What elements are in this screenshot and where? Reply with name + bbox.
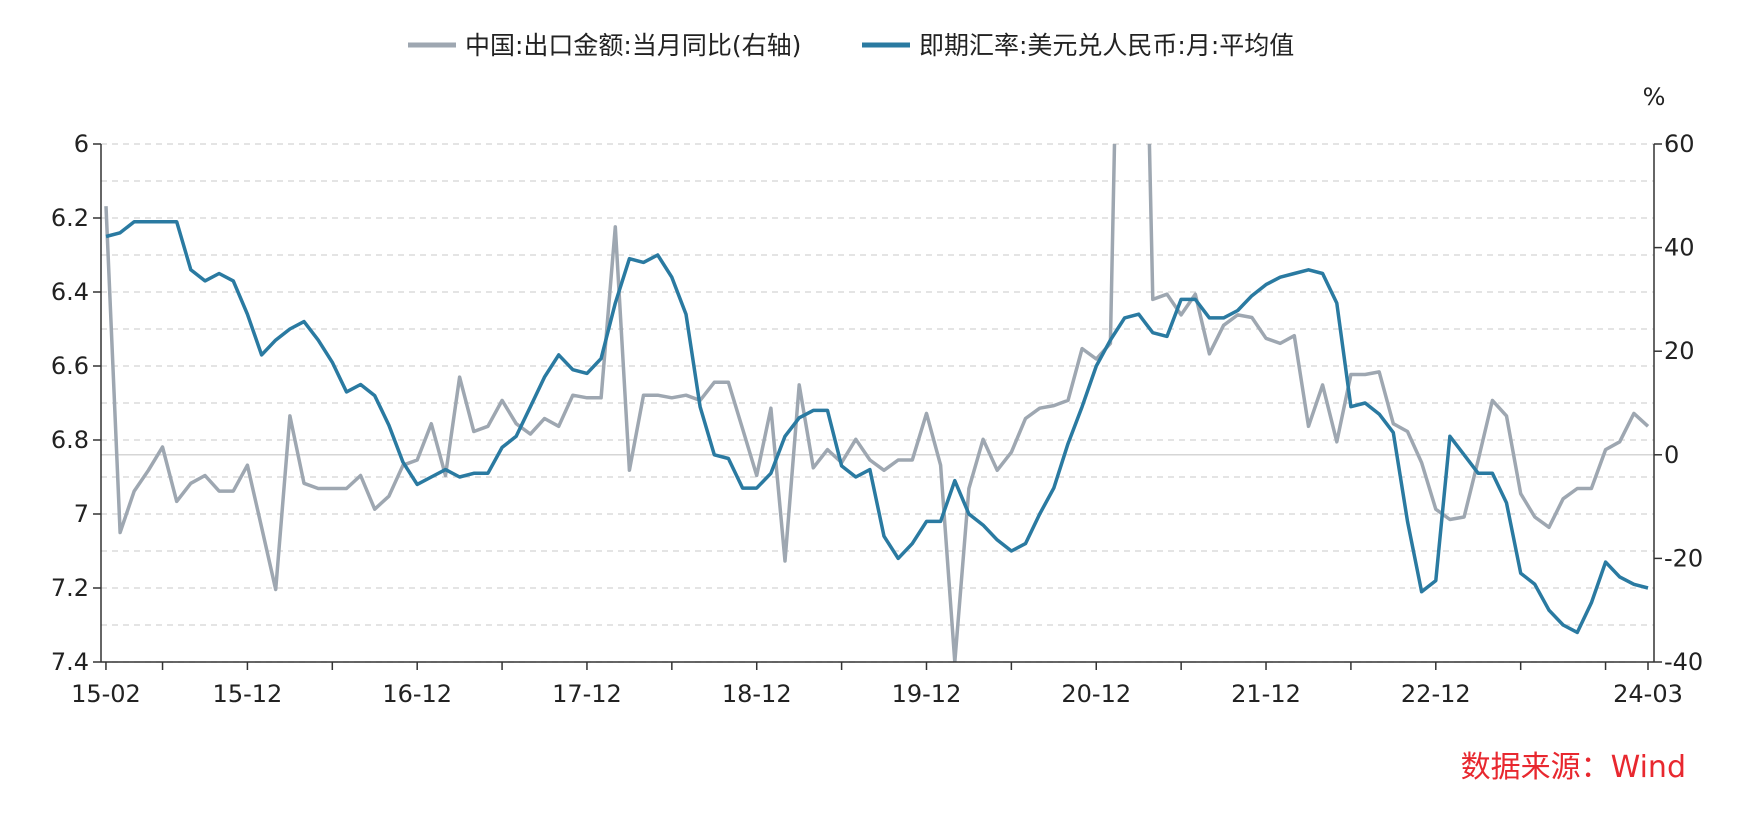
right-tick-label: 40: [1664, 234, 1695, 262]
legend: 中国:出口金额:当月同比(右轴) 即期汇率:美元兑人民币:月:平均值: [408, 31, 1294, 60]
right-axis-unit-label: %: [1643, 83, 1666, 111]
x-axis-ticks: 15-02 15-12 16-12 17-12 18-12 19-12 20-12 21-12…: [71, 662, 1683, 708]
x-tick-label: 16-12: [382, 680, 452, 708]
x-tick-label: 19-12: [892, 680, 962, 708]
legend-label-export: 中国:出口金额:当月同比(右轴): [465, 31, 801, 60]
left-tick-label: 6.2: [51, 204, 89, 232]
left-tick-label: 6.6: [51, 352, 89, 380]
x-tick-label: 20-12: [1061, 680, 1131, 708]
right-tick-label: 20: [1664, 337, 1695, 365]
right-tick-label: -40: [1664, 648, 1703, 676]
left-tick-label: 6.8: [51, 426, 89, 454]
source-label: 数据来源：Wind: [1461, 750, 1686, 785]
right-tick-label: 60: [1664, 130, 1695, 158]
right-axis-ticks: 60 40 20 0 -20 -40: [1654, 130, 1703, 676]
x-tick-label: 22-12: [1401, 680, 1471, 708]
series-line-export: [104, 144, 1650, 662]
left-tick-label: 7: [74, 500, 89, 528]
series-layer: [104, 144, 1650, 662]
x-tick-label: 15-12: [213, 680, 283, 708]
legend-label-fx: 即期汇率:美元兑人民币:月:平均值: [919, 31, 1294, 60]
left-tick-label: 7.2: [51, 574, 89, 602]
x-tick-label: 24-03: [1613, 680, 1683, 708]
axes: [100, 144, 1655, 663]
left-axis-ticks: 6 6.2 6.4 6.6 6.8 7 7.2 7.4: [51, 130, 101, 676]
left-tick-label: 6.4: [51, 278, 89, 306]
x-tick-label: 15-02: [71, 680, 141, 708]
right-tick-label: 0: [1664, 441, 1679, 469]
left-tick-label: 7.4: [51, 648, 89, 676]
series-line-fx: [105, 219, 1649, 635]
left-tick-label: 6: [74, 130, 89, 158]
x-tick-label: 18-12: [722, 680, 792, 708]
x-tick-label: 17-12: [552, 680, 622, 708]
right-tick-label: -20: [1664, 544, 1703, 572]
x-tick-label: 21-12: [1231, 680, 1301, 708]
